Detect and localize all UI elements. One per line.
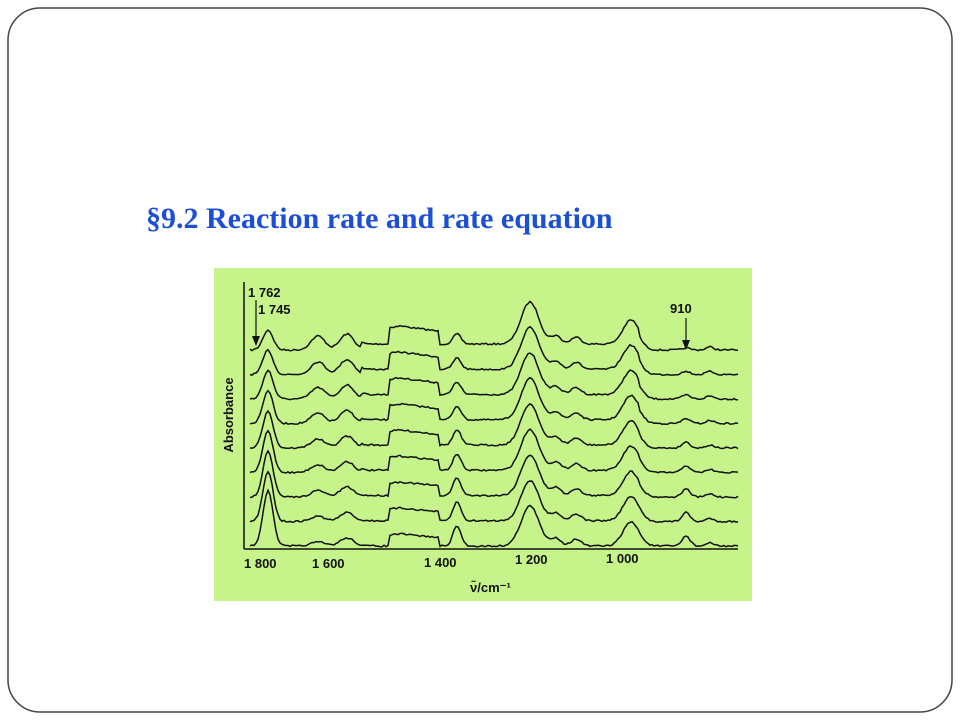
spectrum-curve <box>249 325 739 376</box>
figure-background <box>214 268 752 601</box>
x-tick-label: 1 200 <box>515 552 548 567</box>
arrow-head <box>252 336 260 346</box>
y-axis-label: Absorbance <box>221 377 236 452</box>
slide-title: §9.2 Reaction rate and rate equation <box>146 202 613 235</box>
spectrum-curve <box>249 470 739 523</box>
annotation: 1 745 <box>258 302 291 317</box>
annotation: 910 <box>670 301 692 316</box>
spectrum-curve <box>249 376 739 426</box>
spectra <box>249 300 739 548</box>
x-tick-label: 1 400 <box>424 555 457 570</box>
spectrum-curve <box>249 488 739 548</box>
x-axis-label: ν̃/cm⁻¹ <box>470 580 511 595</box>
spectrum-curve <box>249 449 739 499</box>
spectrum-curve <box>249 428 739 475</box>
spectrum-curve <box>249 300 739 352</box>
x-tick-label: 1 000 <box>606 551 639 566</box>
spectrum-curve <box>249 352 738 401</box>
arrow-head <box>682 340 690 350</box>
annotation: 1 762 <box>248 285 281 300</box>
x-tick-label: 1 800 <box>244 556 277 571</box>
spectra-figure: 1 762 1 745 910 Absorbance 1 800 1 600 1… <box>214 268 752 601</box>
spectrum-curve <box>249 402 739 450</box>
x-tick-label: 1 600 <box>312 556 345 571</box>
